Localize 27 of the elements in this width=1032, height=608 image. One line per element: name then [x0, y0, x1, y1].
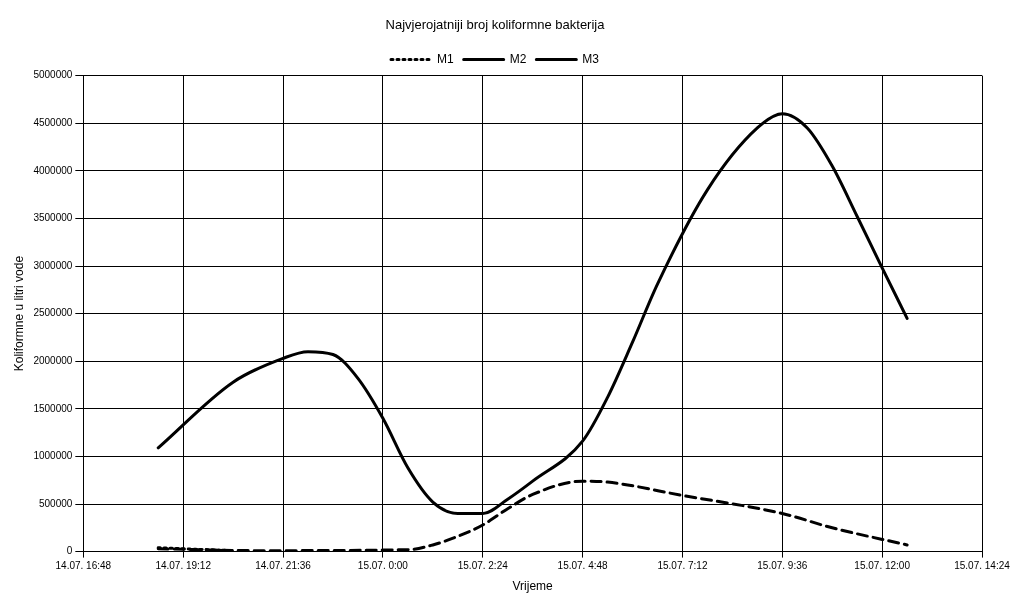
- y-tick-label: 0: [66, 545, 73, 557]
- x-axis-title: Vrijeme: [512, 579, 554, 594]
- y-tick-label: 2000000: [33, 354, 73, 366]
- x-tick-label: 14.07. 21:36: [255, 560, 312, 572]
- y-tick-label: 2500000: [33, 307, 73, 319]
- x-tick-label: 14.07. 16:48: [55, 560, 112, 572]
- x-tick-label: 15.07. 7:12: [657, 560, 708, 572]
- y-tick-label: 3000000: [33, 259, 73, 271]
- legend-label: M3: [582, 51, 600, 66]
- legend-label: M2: [509, 51, 527, 66]
- legend-label: M1: [437, 51, 454, 66]
- x-tick-label: 15.07. 9:36: [757, 560, 808, 572]
- y-tick-label: 3500000: [33, 212, 73, 224]
- y-tick-label: 1000000: [33, 450, 73, 462]
- y-tick-label: 1500000: [33, 402, 73, 414]
- y-tick-label: 5000000: [33, 69, 73, 81]
- chart-title: Najvjerojatniji broj koliformne bakterija: [385, 17, 606, 33]
- x-tick-label: 15.07. 2:24: [457, 560, 509, 572]
- x-tick-label: 14.07. 19:12: [155, 560, 212, 572]
- y-tick-label: 500000: [38, 497, 73, 509]
- y-tick-label: 4500000: [33, 116, 73, 128]
- x-tick-label: 15.07. 14:24: [954, 560, 1011, 572]
- y-tick-label: 4000000: [33, 164, 73, 176]
- x-tick-label: 15.07. 0:00: [357, 560, 409, 572]
- x-tick-label: 15.07. 12:00: [854, 560, 911, 572]
- x-tick-label: 15.07. 4:48: [557, 560, 609, 572]
- y-axis-title: Koliformne u litri vode: [11, 255, 26, 372]
